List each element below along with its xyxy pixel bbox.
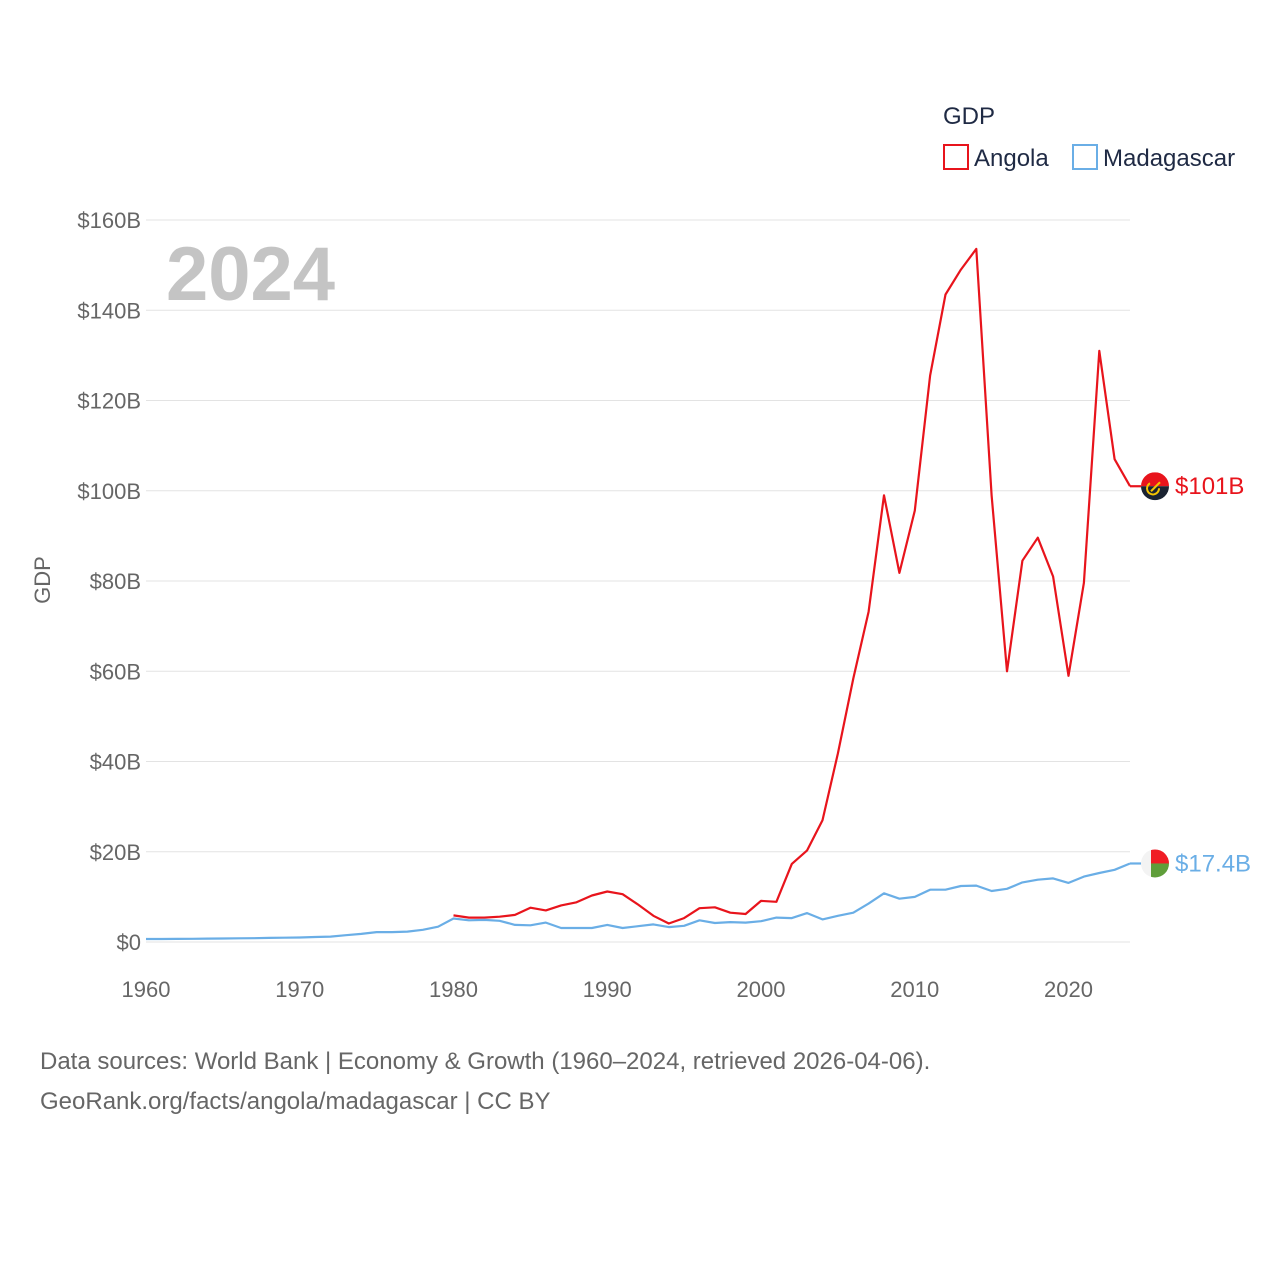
madagascar-flag-icon: [1141, 849, 1169, 878]
series-line-madagascar[interactable]: [146, 862, 1131, 941]
series-lines: [146, 247, 1141, 941]
angola-flag-icon: [1141, 472, 1169, 501]
legend-label-angola[interactable]: Angola: [974, 145, 1049, 172]
year-label: 2024: [166, 232, 335, 317]
y-tick-label: $20B: [90, 840, 141, 865]
y-tick-label: $80B: [90, 569, 141, 594]
x-tick-label: 1970: [275, 977, 324, 1002]
y-tick-label: $40B: [90, 750, 141, 775]
y-axis-ticks: $0 $20B $40B $60B $80B $100B $120B $140B $160B: [77, 208, 141, 955]
y-tick-label: $0: [117, 930, 141, 955]
series-line-angola[interactable]: [453, 247, 1131, 925]
footer-link[interactable]: GeoRank.org/facts/angola/madagascar | CC…: [40, 1088, 551, 1115]
legend-label-madagascar[interactable]: Madagascar: [1103, 145, 1235, 172]
footer-sources: Data sources: World Bank | Economy & Gro…: [40, 1048, 931, 1075]
y-tick-label: $120B: [77, 389, 141, 414]
x-tick-label: 1990: [583, 977, 632, 1002]
legend-title: GDP: [943, 103, 995, 130]
y-tick-label: $100B: [77, 479, 141, 504]
y-tick-label: $60B: [90, 659, 141, 684]
gridlines: [146, 219, 1130, 943]
x-tick-label: 2010: [890, 977, 939, 1002]
x-tick-label: 1980: [429, 977, 478, 1002]
x-axis-ticks: 1960 1970 1980 1990 2000 2010 2020: [122, 977, 1093, 1002]
series-end-markers: $101B $17.4B: [1141, 472, 1251, 878]
end-label-madagascar: $17.4B: [1175, 850, 1251, 877]
y-tick-label: $140B: [77, 298, 141, 323]
x-tick-label: 2000: [737, 977, 786, 1002]
x-tick-label: 1960: [122, 977, 171, 1002]
y-axis-title: GDP: [30, 556, 55, 604]
legend-swatch-angola[interactable]: [943, 144, 969, 170]
legend-swatch-madagascar[interactable]: [1072, 144, 1098, 170]
x-tick-label: 2020: [1044, 977, 1093, 1002]
y-tick-label: $160B: [77, 208, 141, 233]
footer: Data sources: World Bank | Economy & Gro…: [40, 1042, 1240, 1122]
legend: GDP Angola Madagascar: [943, 103, 1235, 172]
end-label-angola: $101B: [1175, 473, 1244, 500]
